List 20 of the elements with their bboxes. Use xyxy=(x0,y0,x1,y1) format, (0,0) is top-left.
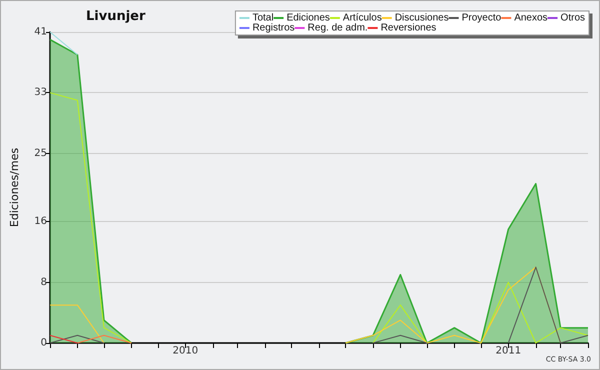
legend-label: Total xyxy=(252,12,274,24)
chart-title: Livunjer xyxy=(86,9,146,24)
legend-label: Proyecto xyxy=(462,12,502,24)
y-tick-label: 8 xyxy=(40,276,47,288)
legend-label: Discusiones xyxy=(394,12,449,24)
legend-label: Anexos xyxy=(514,12,548,24)
y-tick-label: 16 xyxy=(34,216,47,228)
x-tick-label: 2010 xyxy=(172,346,198,356)
x-tick-label: 2011 xyxy=(496,346,522,356)
legend-label: Ediciones xyxy=(286,12,330,24)
legend-label: Reversiones xyxy=(380,22,436,34)
legend-label: Artículos xyxy=(342,12,382,24)
y-tick-label: 25 xyxy=(34,148,47,159)
legend-label: Otros xyxy=(560,12,586,24)
y-axis-title: Ediciones/mes xyxy=(8,148,21,228)
y-tick-label: 33 xyxy=(34,87,47,98)
legend-label: Reg. de adm. xyxy=(308,22,368,34)
legend-label: Registros xyxy=(252,22,295,34)
y-tick-label: 0 xyxy=(40,338,47,348)
y-tick-label: 41 xyxy=(34,26,47,38)
